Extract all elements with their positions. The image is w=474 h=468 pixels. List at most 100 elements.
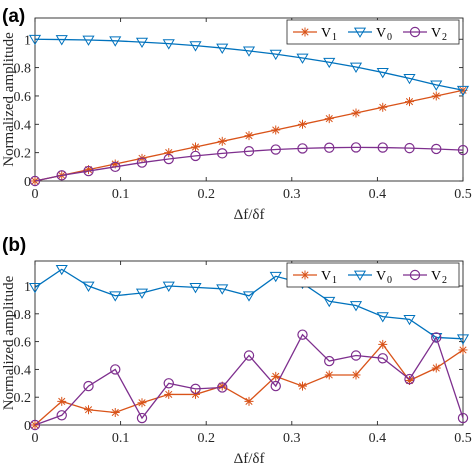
data-point	[135, 37, 149, 49]
y-tick-label: 0.6	[14, 336, 32, 351]
data-point	[191, 389, 200, 399]
y-axis-label: Normalized amplitude	[1, 275, 17, 410]
legend-label: V	[321, 269, 331, 284]
data-point	[189, 41, 202, 52]
y-tick-label: 0.8	[14, 62, 32, 77]
data-point	[377, 353, 388, 364]
data-point	[109, 291, 122, 302]
legend-label-subscript: 1	[332, 275, 337, 286]
data-point	[163, 153, 174, 165]
data-point	[324, 114, 334, 124]
data-point	[324, 370, 334, 380]
legend-label: V	[376, 26, 386, 41]
legend-marker	[409, 26, 421, 38]
data-point	[110, 407, 120, 417]
series-line	[34, 146, 464, 182]
data-point	[82, 35, 95, 46]
data-point	[376, 68, 389, 79]
legend-label-subscript: 1	[332, 32, 337, 43]
data-point	[216, 284, 229, 295]
legend-marker	[300, 270, 310, 280]
data-point	[323, 57, 336, 69]
x-axis-label: Δf/δf	[234, 451, 265, 467]
data-point	[350, 142, 362, 153]
x-tick-label: 0.3	[283, 187, 301, 202]
data-point	[431, 363, 441, 373]
data-point	[84, 405, 93, 415]
y-tick-label: 0.2	[14, 147, 32, 162]
data-point	[298, 381, 307, 391]
series-v0	[28, 34, 470, 97]
data-point	[458, 345, 468, 355]
data-point	[349, 301, 363, 312]
data-point	[271, 125, 281, 135]
data-point	[324, 355, 335, 367]
data-point	[217, 382, 228, 393]
data-point	[456, 85, 470, 97]
legend-label-subscript: 0	[387, 275, 392, 286]
chart-panel-a: (a) 0 0.1 0.2 0.3 0.4 0.5 0 0.2 0.4 0.6 0.8 1 Δf/δf No…	[1, 6, 472, 223]
series-line	[34, 38, 464, 91]
data-point	[242, 46, 256, 57]
series-v2	[29, 142, 469, 187]
legend-label: V	[376, 269, 386, 284]
data-point	[351, 370, 361, 380]
data-point	[269, 271, 282, 283]
data-point	[82, 281, 95, 292]
data-point	[164, 389, 174, 399]
data-point	[163, 378, 174, 389]
data-point	[349, 62, 363, 73]
x-tick-label: 0.1	[112, 187, 130, 202]
data-point	[109, 36, 122, 47]
data-point	[28, 34, 42, 46]
data-point	[456, 334, 470, 345]
y-axis-label: Normalized amplitude	[1, 32, 17, 167]
data-point	[243, 146, 255, 157]
data-point	[216, 43, 229, 54]
legend-label: V	[431, 26, 441, 41]
y-tick-label: 1	[24, 33, 31, 48]
x-axis-label: Δf/δf	[234, 207, 265, 223]
y-tick-label: 0.8	[14, 308, 32, 323]
data-point	[270, 144, 281, 155]
data-point	[297, 329, 308, 340]
legend-label-subscript: 2	[442, 275, 447, 286]
series-line	[34, 333, 464, 426]
data-point	[457, 412, 469, 424]
series-v0	[28, 264, 470, 345]
legend-marker	[300, 27, 310, 37]
series-v2	[29, 329, 469, 431]
x-tick-label: 0	[32, 187, 39, 202]
data-point	[83, 380, 94, 392]
y-tick-label: 0.6	[14, 90, 32, 105]
data-point	[135, 288, 149, 299]
x-tick-label: 0.5	[454, 187, 472, 202]
data-point	[55, 35, 68, 46]
data-point	[243, 350, 255, 361]
data-point	[405, 97, 414, 107]
data-point	[217, 136, 227, 146]
y-tick-label: 0.2	[14, 391, 32, 406]
data-point	[431, 91, 441, 101]
x-tick-label: 0.2	[197, 187, 215, 202]
legend-label: V	[321, 26, 331, 41]
y-tick-label: 0	[24, 419, 31, 434]
data-point	[431, 332, 442, 343]
data-point	[376, 312, 389, 323]
data-point	[137, 398, 147, 408]
data-point	[297, 143, 308, 154]
data-point	[244, 396, 254, 406]
data-point	[83, 165, 94, 177]
data-point	[350, 350, 362, 361]
y-tick-label: 0	[24, 175, 31, 190]
y-tick-label: 0.4	[14, 363, 32, 378]
x-tick-label: 0.4	[369, 431, 387, 446]
legend-label: V	[431, 269, 441, 284]
data-point	[191, 142, 200, 152]
